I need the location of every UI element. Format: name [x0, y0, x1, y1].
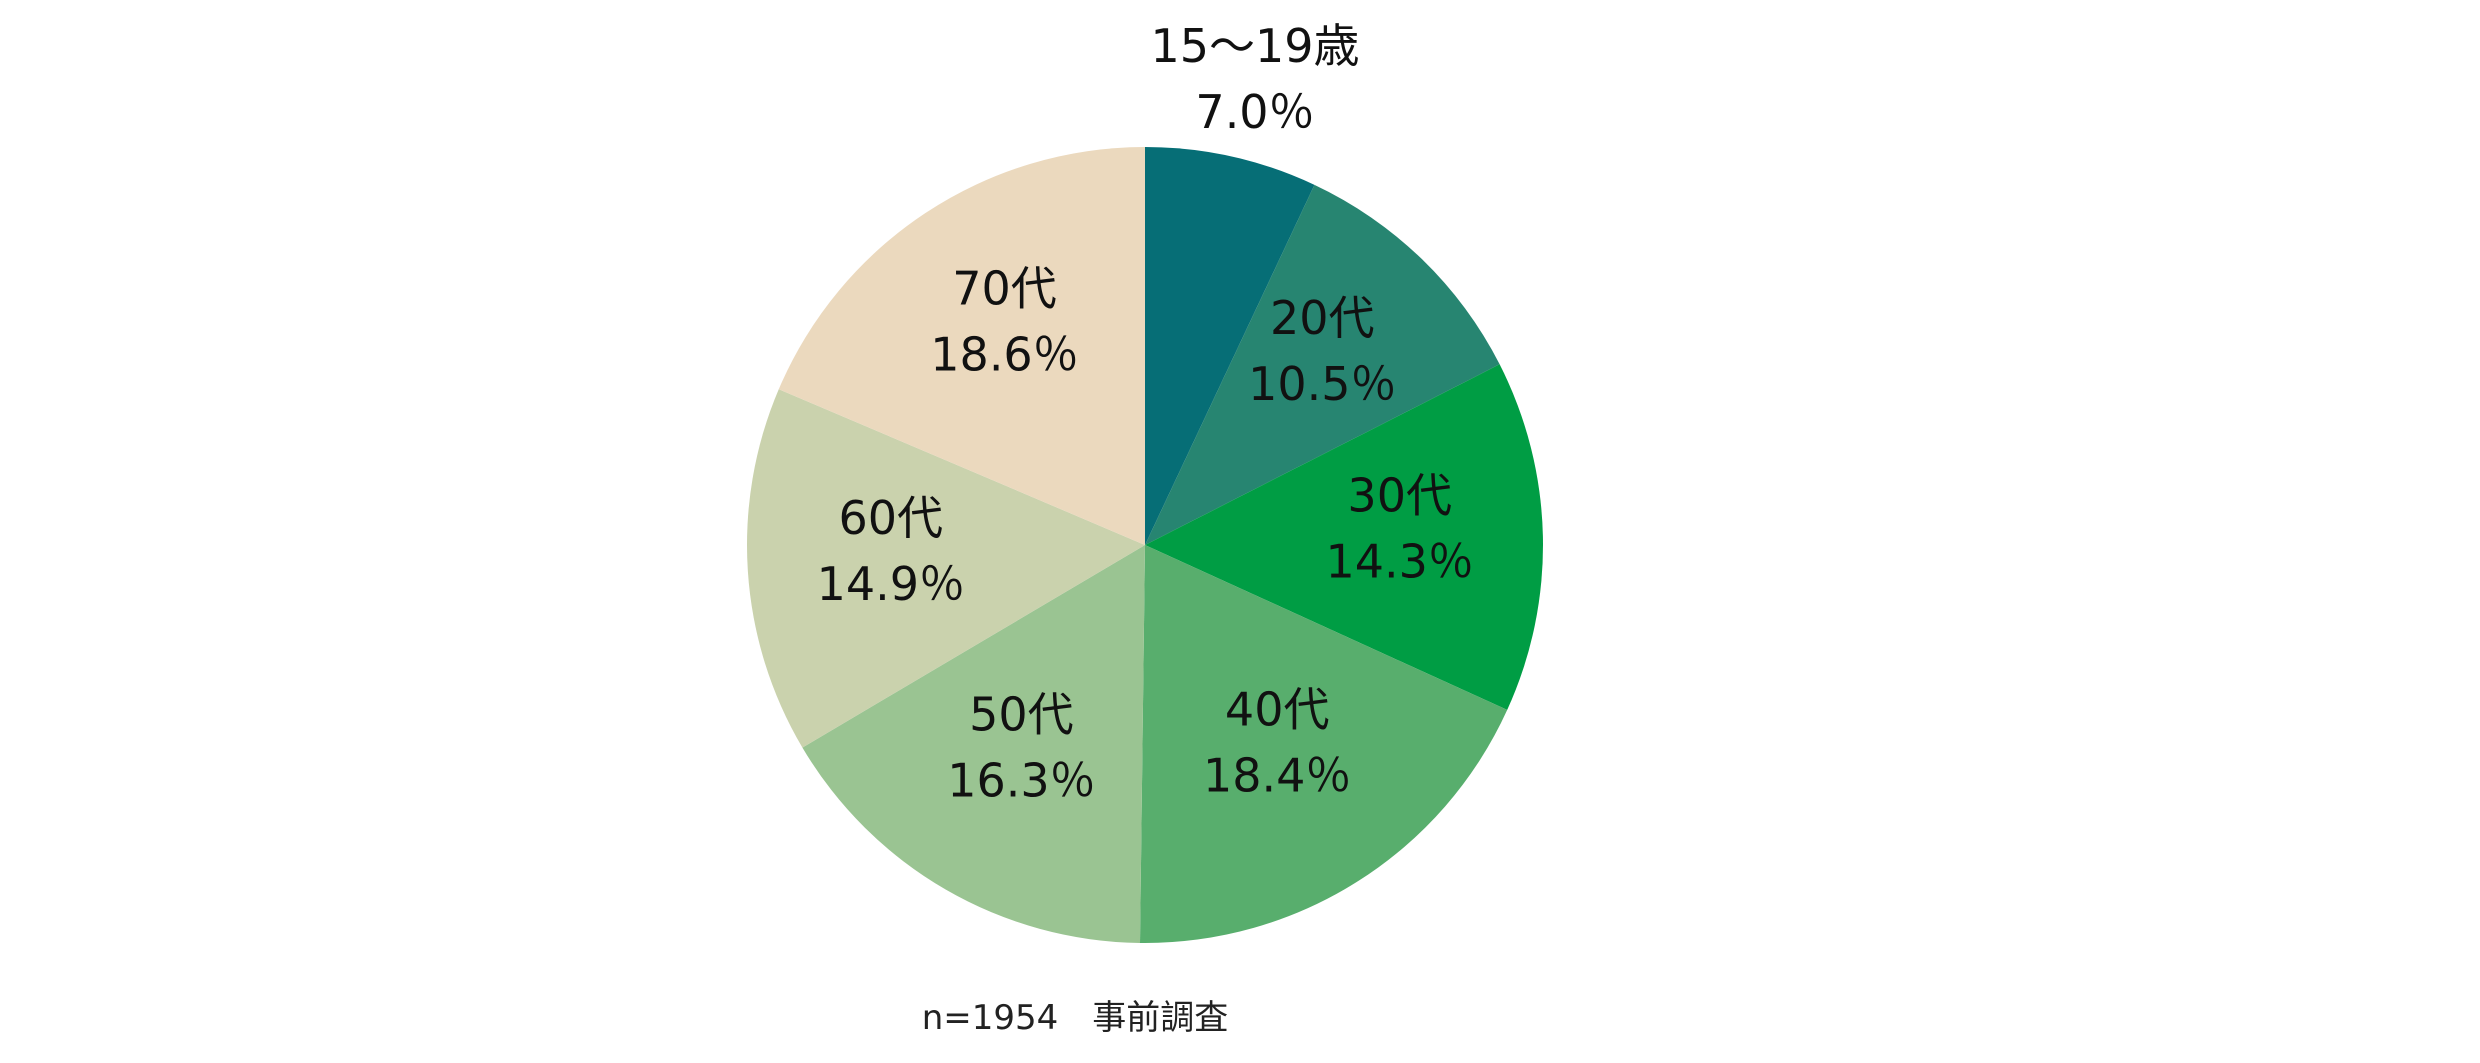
pie-labels: 15～19歳 7.0％ 20代 10.5％ 30代 14.3％ 40代 18.4％ 50代 16.… — [817, 19, 1474, 808]
pie-slice-2 — [1145, 364, 1543, 710]
slice-category-label-4: 50代 — [969, 688, 1074, 742]
slice-value-label-6: 18.6％ — [930, 328, 1078, 382]
slice-value-label-2: 14.3％ — [1325, 534, 1473, 588]
pie-slice-1 — [1145, 184, 1500, 545]
slice-category-label-6: 70代 — [952, 262, 1057, 316]
pie-slices — [746, 147, 1543, 944]
slice-value-label-3: 18.4％ — [1203, 748, 1351, 802]
slice-value-label-0: 7.0％ — [1195, 85, 1314, 139]
slice-category-label-1: 20代 — [1270, 291, 1375, 345]
pie-slice-3 — [1140, 545, 1508, 944]
slice-value-label-4: 16.3％ — [947, 754, 1095, 808]
pie-slice-0 — [1145, 147, 1315, 545]
slice-category-label-0: 15～19歳 — [1150, 19, 1359, 73]
pie-slice-5 — [746, 389, 1145, 748]
pie-slice-4 — [802, 545, 1145, 943]
slice-value-label-1: 10.5％ — [1248, 357, 1396, 411]
slice-category-label-5: 60代 — [839, 491, 944, 545]
slice-category-label-3: 40代 — [1225, 682, 1330, 736]
slice-value-label-5: 14.9％ — [817, 557, 965, 611]
sample-note: n=1954 事前調査 — [921, 998, 1229, 1038]
slice-category-label-2: 30代 — [1347, 468, 1452, 522]
pie-slice-6 — [778, 147, 1145, 545]
